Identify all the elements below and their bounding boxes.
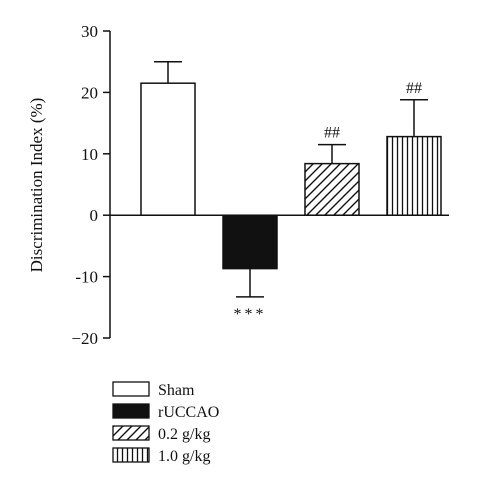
bars: *** ## ## (140, 60, 442, 323)
legend: Sham rUCCAO 0.2 g/kg 1.0 g/kg (112, 381, 219, 465)
significance-label: ## (324, 125, 340, 142)
y-tick-label: −20 (71, 329, 98, 348)
legend-swatch (112, 425, 150, 441)
legend-swatch (112, 381, 150, 397)
bar (304, 162, 360, 216)
bar (386, 135, 442, 216)
legend-label: 1.0 g/kg (158, 448, 210, 465)
legend-label: rUCCAO (158, 404, 219, 421)
bar (140, 82, 196, 216)
y-tick-label: 30 (81, 22, 98, 41)
legend-label: Sham (158, 382, 195, 399)
legend-swatch (112, 447, 150, 463)
y-tick-label: 10 (81, 145, 98, 164)
significance-label: *** (234, 306, 267, 323)
y-tick-label: 20 (81, 83, 98, 102)
significance-label: ## (406, 80, 422, 97)
legend-swatch (112, 403, 150, 419)
legend-label: 0.2 g/kg (158, 426, 210, 443)
y-tick-label: 0 (90, 206, 99, 225)
y-axis-title: Discrimination Index (%) (27, 98, 46, 273)
y-tick-label: -10 (75, 268, 98, 287)
bar (222, 214, 278, 270)
